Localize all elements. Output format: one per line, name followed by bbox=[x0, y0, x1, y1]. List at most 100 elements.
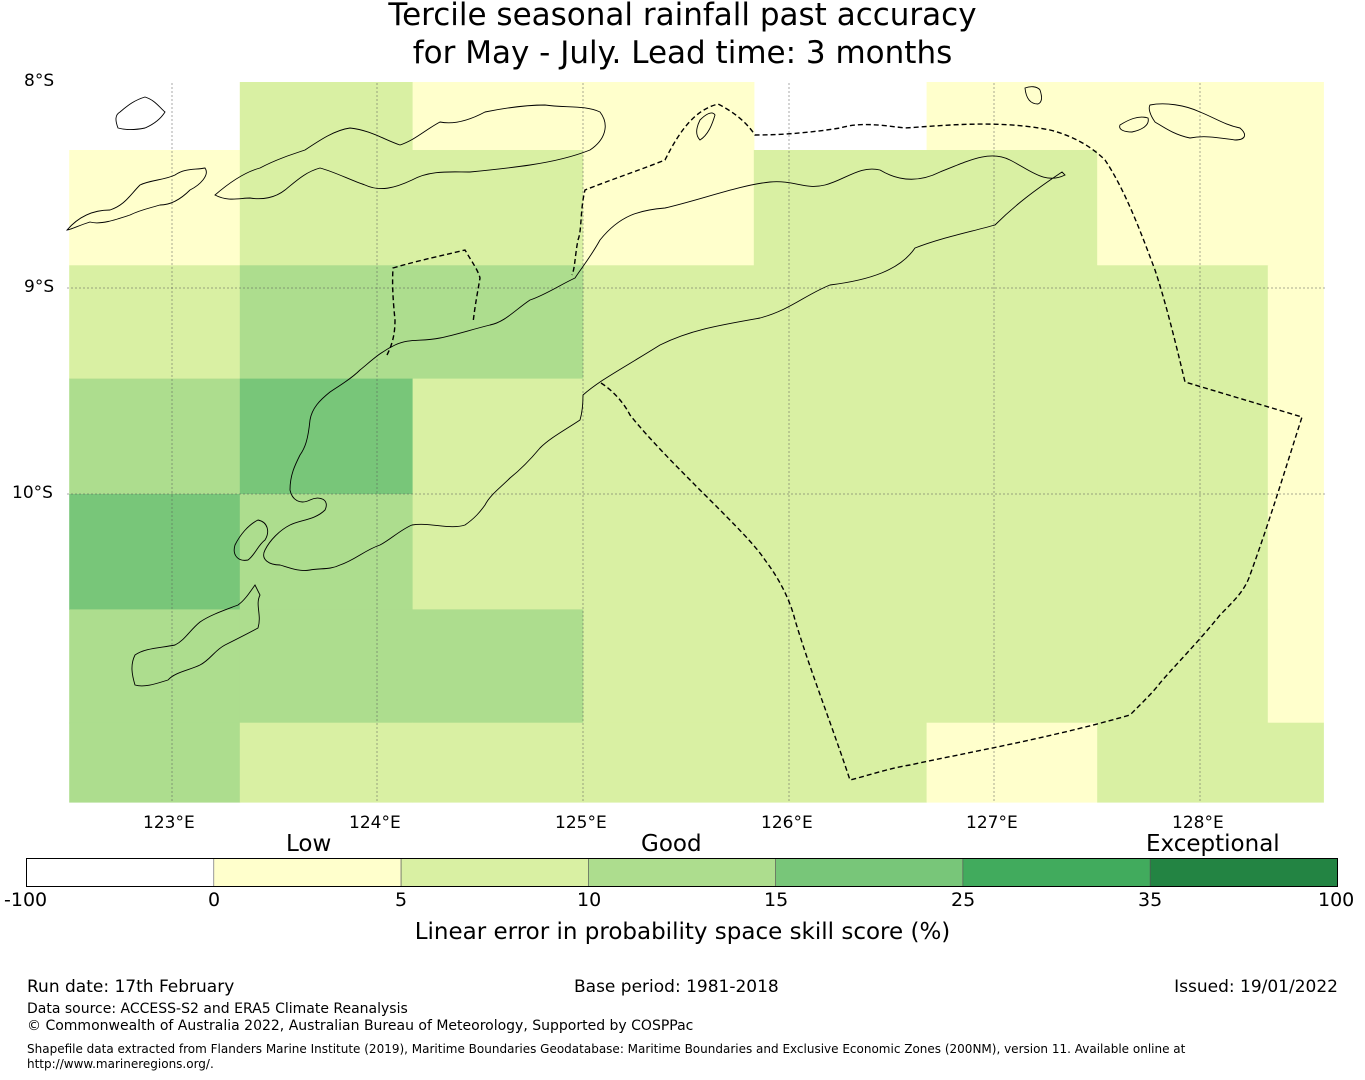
grid-cell bbox=[753, 609, 928, 724]
colorbar-tick: 35 bbox=[1138, 889, 1163, 911]
grid-cell bbox=[1267, 494, 1324, 610]
title-line-1: Tercile seasonal rainfall past accuracy bbox=[388, 0, 977, 33]
data-source: Data source: ACCESS-S2 and ERA5 Climate … bbox=[27, 1001, 408, 1017]
grid-cell bbox=[239, 265, 414, 380]
grid-cell bbox=[753, 378, 928, 495]
oecusse-boundary bbox=[386, 249, 481, 356]
grid-cell bbox=[69, 494, 241, 610]
grid-cell bbox=[1097, 378, 1269, 495]
colorbar-label: Linear error in probability space skill … bbox=[414, 919, 951, 945]
colorbar-tick: 0 bbox=[208, 889, 221, 911]
grid-cell bbox=[583, 150, 755, 266]
semau-island-coastline bbox=[233, 519, 269, 561]
lon-label-128e: 128°E bbox=[1172, 813, 1224, 833]
grid-cell bbox=[412, 609, 584, 724]
colorbar-segment bbox=[962, 858, 1151, 887]
grid-cell bbox=[412, 494, 584, 610]
grid-cell bbox=[1097, 265, 1269, 380]
grid-cell bbox=[1097, 150, 1269, 266]
colorbar-tick: 15 bbox=[764, 889, 789, 911]
grid-cell bbox=[926, 609, 1098, 724]
grid-cell bbox=[753, 722, 928, 803]
grid-cell bbox=[926, 722, 1098, 803]
grid-cell bbox=[69, 265, 241, 380]
colorbar-segment bbox=[400, 858, 589, 887]
colorbar-frame bbox=[26, 858, 1338, 887]
coastlines bbox=[66, 86, 1246, 687]
lon-label-124e: 124°E bbox=[349, 813, 401, 833]
grid-cell bbox=[412, 378, 584, 495]
chart-title: Tercile seasonal rainfall past accuracy … bbox=[0, 0, 1365, 72]
grid-cell bbox=[753, 494, 928, 610]
lon-label-123e: 123°E bbox=[143, 813, 195, 833]
grid-cell bbox=[1097, 494, 1269, 610]
grid-cell bbox=[239, 722, 414, 803]
grid-cell bbox=[69, 722, 241, 803]
grid-cell bbox=[412, 82, 584, 151]
grid-cell bbox=[583, 722, 755, 803]
lon-label-127e: 127°E bbox=[966, 813, 1018, 833]
kisar-island-coastline bbox=[1024, 86, 1043, 105]
grid-cell bbox=[239, 150, 414, 266]
grid-cell bbox=[1267, 150, 1324, 266]
grid-cell bbox=[753, 265, 928, 380]
small-islet-coastline bbox=[1119, 116, 1149, 133]
grid-cell bbox=[1097, 82, 1269, 151]
flores-coastline bbox=[66, 167, 207, 231]
grid-cell bbox=[926, 82, 1098, 151]
grid-cell bbox=[239, 378, 414, 495]
colorbar-segment bbox=[588, 858, 777, 887]
grid-cell bbox=[926, 378, 1098, 495]
grid-cell bbox=[239, 609, 414, 724]
grid-cell bbox=[1267, 82, 1324, 151]
grid-cell bbox=[1097, 722, 1269, 803]
colorbar-word-good: Good bbox=[641, 831, 702, 857]
grid-cell bbox=[926, 494, 1098, 610]
colorbar-segment bbox=[26, 858, 215, 887]
grid-cell bbox=[239, 494, 414, 610]
colorbar-word-exceptional: Exceptional bbox=[1146, 831, 1280, 857]
grid-cell bbox=[583, 494, 755, 610]
grid-cell bbox=[753, 150, 928, 266]
grid-cell bbox=[239, 82, 414, 151]
colorbar-segment bbox=[775, 858, 964, 887]
grid-cell bbox=[583, 609, 755, 724]
rote-island-coastline bbox=[131, 584, 261, 687]
grid-cell bbox=[412, 150, 584, 266]
colorbar-word-low: Low bbox=[286, 831, 332, 857]
colorbar-tick: 5 bbox=[395, 889, 408, 911]
atauro-coastline bbox=[696, 112, 716, 141]
lon-label-125e: 125°E bbox=[555, 813, 607, 833]
colorbar-segment bbox=[1149, 858, 1338, 887]
colorbar-tick: -100 bbox=[4, 889, 48, 911]
grid-cell bbox=[1097, 609, 1269, 724]
colorbar-segment bbox=[213, 858, 402, 887]
grid-cell bbox=[412, 722, 584, 803]
colorbar-tick: 100 bbox=[1318, 889, 1355, 911]
grid-cell bbox=[69, 609, 241, 724]
northwest-island-coastline bbox=[115, 96, 166, 130]
lat-label-8s: 8°S bbox=[24, 71, 55, 91]
grid-cell bbox=[1267, 609, 1324, 724]
copyright: © Commonwealth of Australia 2022, Austra… bbox=[27, 1018, 694, 1034]
shapefile-credit-line-2: http://www.marineregions.org/. bbox=[27, 1057, 214, 1071]
colorbar-tick: 10 bbox=[577, 889, 602, 911]
eez-boundary-main bbox=[571, 103, 1303, 781]
grid-cell bbox=[583, 378, 755, 495]
grid-cell bbox=[583, 265, 755, 380]
timor-coastline bbox=[263, 155, 1066, 571]
wetar-coastline bbox=[1148, 103, 1246, 141]
run-date: Run date: 17th February bbox=[27, 977, 235, 997]
lat-label-10s: 10°S bbox=[12, 483, 53, 503]
shapefile-credit-line-1: Shapefile data extracted from Flanders M… bbox=[27, 1042, 1186, 1056]
base-period: Base period: 1981-2018 bbox=[574, 977, 779, 997]
grid-cell bbox=[1267, 722, 1324, 803]
grid-cell bbox=[1267, 265, 1324, 380]
grid-cell bbox=[926, 150, 1098, 266]
grid-cell bbox=[926, 265, 1098, 380]
skill-grid bbox=[69, 82, 1324, 803]
grid-cell bbox=[69, 378, 241, 495]
lon-label-126e: 126°E bbox=[761, 813, 813, 833]
lat-label-9s: 9°S bbox=[24, 277, 55, 297]
